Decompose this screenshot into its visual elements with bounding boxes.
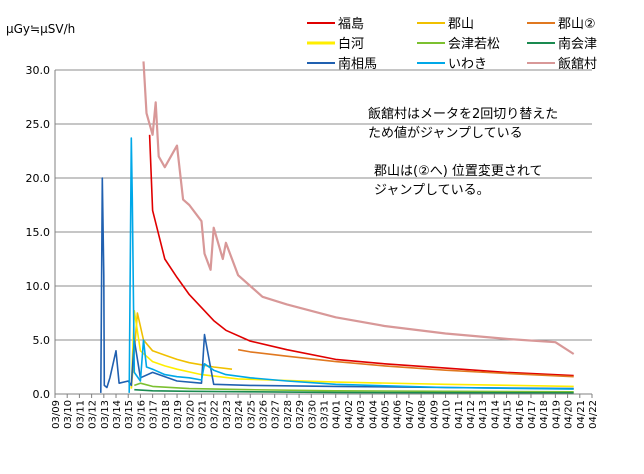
x-tick-label: 04/09 [429, 400, 440, 429]
annotation-text: 飯舘村はメータを2回切り替えた [368, 106, 558, 122]
y-tick-label: 20.0 [26, 172, 51, 185]
x-tick-label: 03/09 [51, 400, 62, 429]
x-tick-label: 04/22 [588, 400, 599, 429]
x-tick-label: 04/17 [527, 400, 538, 429]
x-tick-label: 03/30 [307, 400, 318, 429]
x-tick-label: 03/28 [283, 400, 294, 429]
x-tick-label: 03/24 [234, 400, 245, 429]
x-tick-label: 03/18 [161, 400, 172, 429]
y-tick-label: 15.0 [26, 226, 51, 239]
y-tick-label: 5.0 [33, 334, 51, 347]
annotation-text: ジャンプしている。 [374, 183, 490, 198]
series-lines [100, 61, 575, 394]
annotation-text: ため値がジャンプしている [368, 125, 523, 141]
x-tick-label: 03/31 [320, 400, 331, 429]
x-tick-label: 04/20 [564, 400, 575, 429]
x-tick-label: 03/23 [222, 400, 233, 429]
annotation-text: 郡山は(②へ) 位置変更されて [374, 163, 543, 179]
x-tick-label: 04/07 [405, 400, 416, 429]
legend-label: 南会津 [558, 36, 597, 52]
x-tick-label: 03/15 [124, 400, 135, 429]
legend-label: 郡山 [448, 17, 474, 32]
y-tick-labels: 0.0 5.0 10.0 15.0 20.0 25.0 30.0 [26, 64, 51, 401]
x-tick-label: 03/13 [100, 400, 111, 429]
x-tick-label: 03/14 [112, 400, 123, 429]
legend-label: いわき [448, 57, 487, 72]
x-tick-label: 03/21 [197, 400, 208, 429]
x-tick-label: 03/10 [63, 400, 74, 429]
x-tick-label: 04/16 [515, 400, 526, 429]
x-tick-label: 04/01 [332, 400, 343, 429]
x-tick-label: 04/08 [417, 400, 428, 429]
x-tick-label: 03/27 [271, 400, 282, 429]
x-tick-label: 04/13 [478, 400, 489, 429]
x-tick-label: 03/26 [258, 400, 269, 429]
x-tick-label: 04/10 [442, 400, 453, 429]
x-tick-label: 04/05 [381, 400, 392, 429]
y-tick-label: 10.0 [26, 280, 51, 293]
x-tick-label: 04/12 [466, 400, 477, 429]
y-tick-label: 0.0 [33, 388, 51, 401]
y-axis-label: μGy≒μSV/h [6, 22, 75, 36]
x-tick-label: 04/02 [344, 400, 355, 429]
series-line-7 [100, 177, 574, 393]
x-tick-label: 03/11 [75, 400, 86, 429]
y-tick-label: 30.0 [26, 64, 51, 77]
x-tick-label: 04/03 [356, 400, 367, 429]
legend-label: 飯舘村 [558, 56, 597, 72]
legend-label: 郡山② [558, 17, 596, 32]
x-tick-label: 03/17 [149, 400, 160, 429]
x-tick-label: 04/21 [576, 400, 587, 429]
x-tick-label: 04/15 [503, 400, 514, 429]
legend-label: 福島 [338, 17, 364, 32]
x-tick-label: 03/25 [246, 400, 257, 429]
x-tick-label: 04/06 [393, 400, 404, 429]
x-tick-labels: 03/09 03/10 03/11 03/12 03/13 03/14 03/15 03/16… [51, 394, 599, 429]
x-tick-label: 03/16 [136, 400, 147, 429]
series-line-6 [134, 388, 574, 394]
series-line-5 [134, 382, 574, 393]
y-tick-label: 25.0 [26, 118, 51, 131]
series-line-9 [142, 61, 575, 355]
series-line-1 [148, 134, 574, 377]
x-tick-label: 04/11 [454, 400, 465, 429]
x-tick-label: 04/14 [490, 400, 501, 429]
legend-label: 会津若松 [448, 36, 500, 52]
x-tick-label: 03/29 [295, 400, 306, 429]
x-tick-label: 04/04 [368, 400, 379, 429]
x-tick-label: 04/18 [539, 400, 550, 429]
x-tick-label: 03/12 [88, 400, 99, 429]
x-tick-label: 03/20 [185, 400, 196, 429]
series-line-8 [128, 137, 574, 393]
x-tick-label: 03/19 [173, 400, 184, 429]
x-tick-label: 03/22 [210, 400, 221, 429]
legend-label: 白河 [338, 36, 364, 52]
legend-label: 南相馬 [338, 56, 377, 72]
x-tick-label: 04/19 [551, 400, 562, 429]
series-line-4 [130, 309, 574, 389]
series-line-3 [237, 348, 574, 378]
